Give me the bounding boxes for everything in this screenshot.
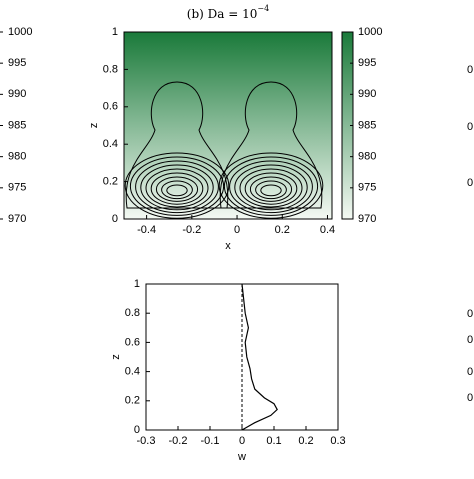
colorbar-tick-label: 970 [8, 213, 26, 225]
x-tick-label: 0.2 [298, 435, 313, 447]
colorbar-tick-label: 1000 [358, 26, 382, 38]
heatmap-field [124, 32, 332, 219]
colorbar-tick-label: 995 [8, 57, 26, 69]
colorbar-tick-label: 970 [358, 213, 376, 225]
contour-line [150, 172, 204, 205]
contour-line [255, 180, 287, 200]
y-tick-label: 0.4 [125, 366, 140, 378]
x-tick-label: 0.4 [320, 224, 335, 236]
contour-line [166, 184, 188, 197]
x-tick-label: 0 [234, 224, 240, 236]
contour-line [239, 168, 303, 208]
y-tick-label: 0.8 [125, 307, 140, 319]
contour-line [219, 81, 323, 209]
colorbar-tick-label: 995 [358, 57, 376, 69]
contour-line [125, 81, 229, 209]
profile-line [241, 283, 278, 431]
contour-line [140, 164, 214, 211]
contour-line [124, 152, 230, 219]
contour-line [155, 176, 199, 202]
colorbar-tick-label: 990 [8, 88, 26, 100]
tick-fragment: 0 [467, 64, 473, 76]
y-tick-label: 0.6 [103, 101, 118, 113]
x-tick-label: 0.3 [330, 435, 345, 447]
tick-fragment: 0 [467, 392, 473, 404]
tick-fragment: 0 [467, 366, 473, 378]
x-tick-label: 0.2 [275, 224, 290, 236]
x-axis-label: x [225, 240, 231, 252]
contour-line [229, 160, 313, 214]
x-tick-label: -0.3 [137, 435, 156, 447]
y-tick-label: 0.4 [103, 138, 118, 150]
x-tick-label: -0.2 [182, 224, 201, 236]
contour-line [161, 180, 193, 200]
x-tick-label: -0.4 [137, 224, 156, 236]
y-tick-label: 0.2 [103, 176, 118, 188]
x-tick-label: 0.1 [266, 435, 281, 447]
tick-fragment: 0 [467, 308, 473, 320]
plot-frame [123, 31, 333, 220]
y-tick-label: 0 [112, 213, 118, 225]
y-axis-label: z [88, 123, 100, 129]
contour-line [145, 168, 209, 208]
colorbar-tick-label: 990 [358, 88, 376, 100]
contour-line [129, 156, 225, 216]
colorbar-tick-label: 980 [358, 151, 376, 163]
colorbar-tick-label: 980 [8, 151, 26, 163]
tick-fragment: 0 [467, 177, 473, 189]
y-tick-label: 0.6 [125, 336, 140, 348]
title-text: (b) Da = 10 [187, 7, 258, 21]
colorbar-tick-label: 985 [8, 119, 26, 131]
y-tick-label: 0.8 [103, 63, 118, 75]
y-tick-label: 0 [134, 424, 140, 436]
title-exponent: −4 [257, 4, 269, 13]
contour-line [249, 176, 293, 202]
y-tick-label: 1 [134, 278, 140, 290]
colorbar-tick-label: 975 [358, 182, 376, 194]
contour-line [135, 160, 219, 214]
contour-line [234, 164, 308, 211]
contours [124, 81, 324, 219]
y-axis-label: z [110, 354, 122, 360]
chart-title: (b) Da = 10−4 [187, 4, 269, 21]
x-tick-label: -0.2 [169, 435, 188, 447]
colorbar-tick-label: 1000 [8, 26, 32, 38]
y-tick-label: 1 [112, 26, 118, 38]
colorbar-tick-label: 985 [358, 119, 376, 131]
tick-fragment: 0 [467, 121, 473, 133]
tick-fragment: 0 [467, 334, 473, 346]
y-tick-label: 0.2 [125, 395, 140, 407]
contour-line [223, 156, 319, 216]
contour-line [260, 184, 282, 197]
colorbar-tick-label: 975 [8, 182, 26, 194]
x-tick-label: 0 [239, 435, 245, 447]
contour-line [244, 172, 298, 205]
contour-line [218, 152, 324, 219]
x-tick-label: -0.1 [201, 435, 220, 447]
x-axis-label: w [237, 451, 246, 463]
